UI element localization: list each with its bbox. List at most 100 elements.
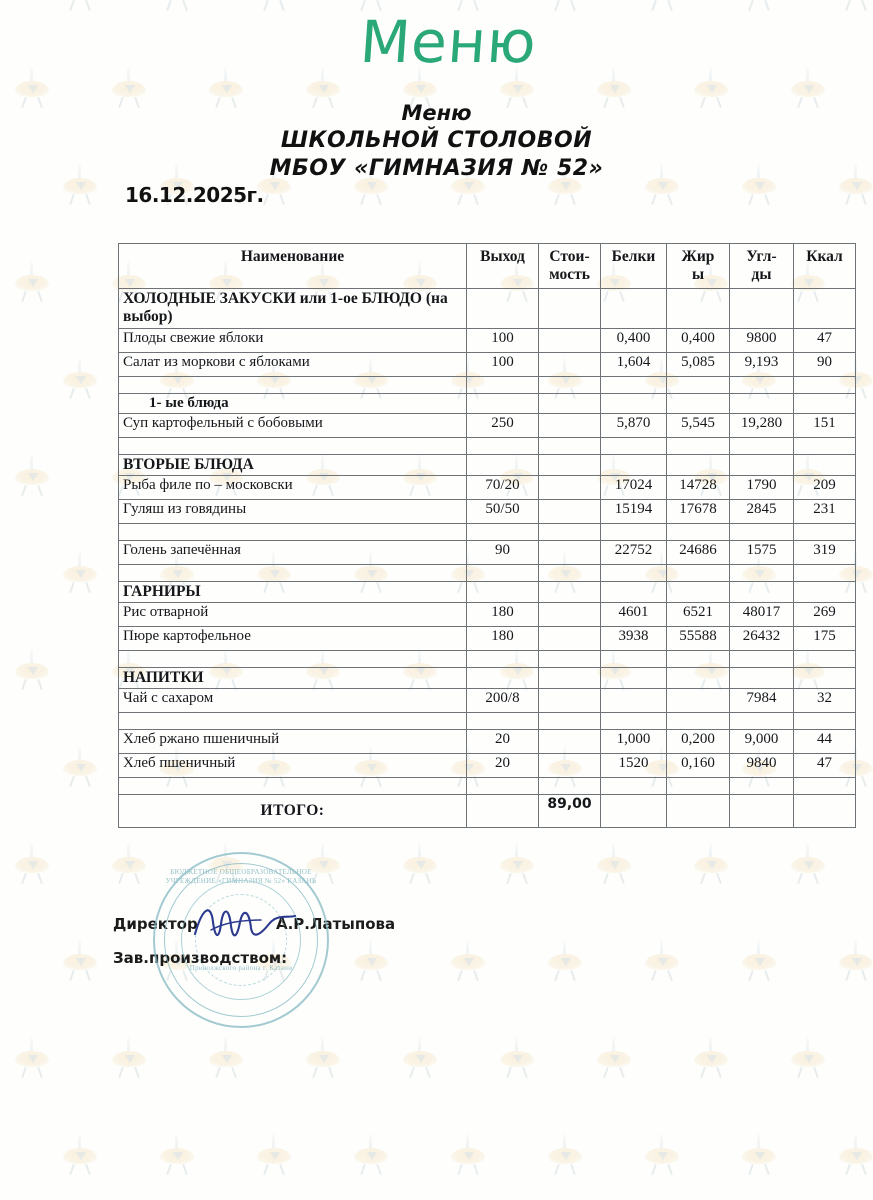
- cell-carbs: [729, 666, 794, 689]
- cell-fat: [666, 776, 730, 795]
- cell-output: 200/8: [466, 687, 539, 713]
- column-header-fat-line2: ы: [691, 266, 705, 283]
- cell-output: 180: [466, 601, 539, 627]
- cell-output: [466, 375, 539, 394]
- column-header-cost-line2: мость: [549, 266, 590, 283]
- table-row: Гуляш из говядины 50/50 15194 17678 2845 231: [118, 498, 856, 524]
- cell-carbs: 1575: [729, 539, 794, 565]
- column-header-cost: Стои- мость: [538, 243, 601, 289]
- cell-cost: [538, 728, 601, 754]
- menu-table-body: ХОЛОДНЫЕ ЗАКУСКИ или 1-ое БЛЮДО (на выбо…: [118, 288, 856, 828]
- table-row: Пюре картофельное 180 3938 55588 26432 175: [118, 625, 856, 651]
- document-date: 16.12.2025г.: [125, 183, 264, 207]
- cell-name: Рыба филе по – московски: [118, 474, 467, 500]
- cell-cost: [538, 687, 601, 713]
- cell-name: [118, 649, 467, 668]
- cell-fat: [666, 580, 730, 603]
- cell-name: [118, 776, 467, 795]
- column-header-carbs: Угл- ды: [729, 243, 794, 289]
- cell-carbs: 19,280: [729, 412, 794, 438]
- cell-output: 20: [466, 752, 539, 778]
- cell-carbs: [729, 793, 794, 828]
- title-line-canteen: ШКОЛЬНОЙ СТОЛОВОЙ: [280, 127, 593, 153]
- cell-output: [466, 453, 539, 476]
- cell-name: ИТОГО:: [118, 793, 467, 828]
- cell-fat: 14728: [666, 474, 730, 500]
- cell-fat: 5,545: [666, 412, 730, 438]
- table-row: ИТОГО: 89,00: [118, 793, 856, 828]
- cell-kcal: [793, 563, 856, 582]
- cell-output: [466, 580, 539, 603]
- cell-protein: [600, 375, 667, 394]
- cell-cost: [538, 580, 601, 603]
- cell-kcal: 269: [793, 601, 856, 627]
- cell-output: [466, 793, 539, 828]
- cell-carbs: 1790: [729, 474, 794, 500]
- cell-protein: 3938: [600, 625, 667, 651]
- cell-kcal: [793, 776, 856, 795]
- cell-name: 1- ые блюда: [118, 392, 467, 414]
- cell-name: [118, 522, 467, 541]
- cell-carbs: [729, 776, 794, 795]
- cell-fat: [666, 563, 730, 582]
- cell-output: 250: [466, 412, 539, 438]
- cell-fat: [666, 392, 730, 414]
- table-row: Салат из моркови с яблоками 100 1,604 5,085…: [118, 351, 856, 377]
- cell-kcal: 175: [793, 625, 856, 651]
- cell-cost: [538, 288, 601, 329]
- cell-fat: [666, 453, 730, 476]
- cell-output: 20: [466, 728, 539, 754]
- cell-kcal: [793, 392, 856, 414]
- cell-output: [466, 436, 539, 455]
- cell-kcal: [793, 793, 856, 828]
- cell-carbs: 7984: [729, 687, 794, 713]
- table-header-row: Наименование Выход Стои- мость Белки Жир…: [118, 243, 856, 289]
- table-row: [118, 711, 856, 730]
- cell-kcal: [793, 288, 856, 329]
- cell-carbs: 2845: [729, 498, 794, 524]
- column-header-carbs-line1: Угл-: [746, 248, 777, 265]
- column-header-fat-line1: Жир: [681, 248, 715, 265]
- cell-protein: 1520: [600, 752, 667, 778]
- cell-cost: [538, 351, 601, 377]
- cell-protein: [600, 563, 667, 582]
- cell-protein: [600, 711, 667, 730]
- cell-protein: [600, 687, 667, 713]
- cell-fat: 0,160: [666, 752, 730, 778]
- cell-output: 70/20: [466, 474, 539, 500]
- stamp-inner-text: Приволжского района г. Казани: [189, 964, 293, 972]
- table-row: Голень запечённая 90 22752 24686 1575 319: [118, 539, 856, 565]
- cell-fat: [666, 522, 730, 541]
- cell-protein: [600, 453, 667, 476]
- column-header-cost-line1: Стои-: [549, 248, 590, 265]
- table-row: Суп картофельный с бобовыми 250 5,870 5,545…: [118, 412, 856, 438]
- cell-kcal: 319: [793, 539, 856, 565]
- cell-name: [118, 436, 467, 455]
- cell-cost: [538, 327, 601, 353]
- menu-table: Наименование Выход Стои- мость Белки Жир…: [118, 243, 856, 828]
- cell-output: 100: [466, 327, 539, 353]
- menu-table-container: Наименование Выход Стои- мость Белки Жир…: [118, 243, 856, 828]
- cell-carbs: 9840: [729, 752, 794, 778]
- cell-cost: [538, 711, 601, 730]
- cell-kcal: [793, 711, 856, 730]
- table-row: [118, 522, 856, 541]
- cell-cost: [538, 498, 601, 524]
- cell-name: Рис отварной: [118, 601, 467, 627]
- column-header-kcal: Ккал: [793, 243, 856, 289]
- table-row: Хлеб ржано пшеничный 20 1,000 0,200 9,000 44: [118, 728, 856, 754]
- cell-carbs: [729, 375, 794, 394]
- cell-protein: 22752: [600, 539, 667, 565]
- cell-cost: [538, 412, 601, 438]
- cell-name: Плоды свежие яблоки: [118, 327, 467, 353]
- cell-protein: [600, 436, 667, 455]
- cell-carbs: [729, 522, 794, 541]
- cell-fat: 0,400: [666, 327, 730, 353]
- table-row: [118, 776, 856, 795]
- cell-name: Салат из моркови с яблоками: [118, 351, 467, 377]
- cell-kcal: [793, 666, 856, 689]
- cell-name: [118, 375, 467, 394]
- cell-kcal: 231: [793, 498, 856, 524]
- document-title-block: Меню ШКОЛЬНОЙ СТОЛОВОЙ МБОУ «ГИМНАЗИЯ № …: [0, 100, 873, 183]
- cell-cost: [538, 601, 601, 627]
